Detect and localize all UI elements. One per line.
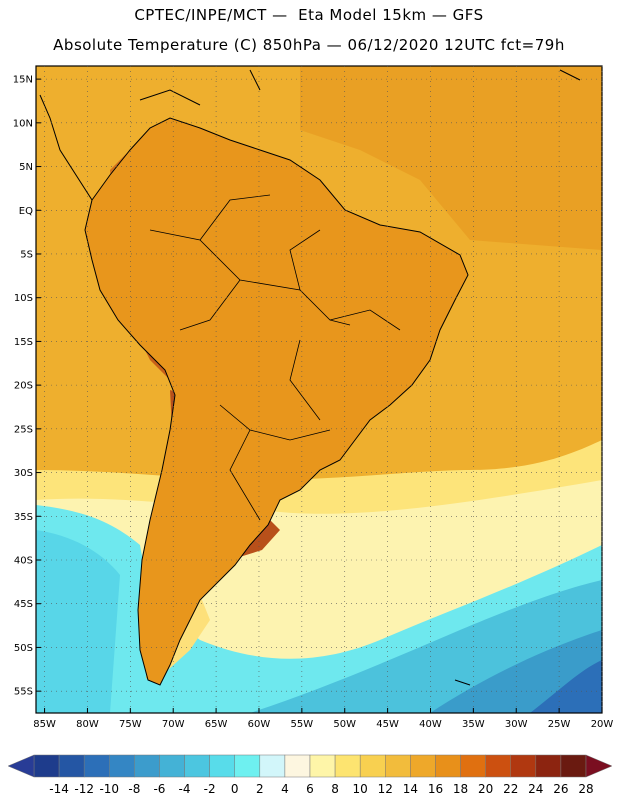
lon-tick-label: 80W bbox=[76, 719, 99, 730]
lon-tick-label: 35W bbox=[462, 719, 485, 730]
colorbar-swatch bbox=[535, 754, 562, 778]
colorbar-swatch bbox=[435, 754, 461, 778]
colorbar-swatch bbox=[83, 754, 110, 778]
axis-ticks: 15N 10N 5N EQ 5S 10S 15S 20S 25S 30S 35S 40S 45S 50S 5… bbox=[13, 75, 614, 730]
lat-tick-label: 40S bbox=[14, 555, 33, 566]
colorbar-swatch bbox=[33, 754, 60, 778]
lon-tick-label: 25W bbox=[548, 719, 571, 730]
lon-tick-label: 65W bbox=[205, 719, 228, 730]
lat-tick-label: 15S bbox=[14, 337, 33, 348]
colorbar-swatch bbox=[334, 754, 361, 778]
lon-tick-label: 75W bbox=[119, 719, 142, 730]
colorbar-swatch bbox=[410, 754, 436, 778]
colorbar-label: 4 bbox=[281, 782, 289, 796]
colorbar-label: -12 bbox=[74, 782, 94, 796]
colorbar-swatch bbox=[209, 754, 235, 778]
lon-tick-label: 60W bbox=[248, 719, 271, 730]
lon-tick-label: 50W bbox=[333, 719, 356, 730]
colorbar-swatch bbox=[460, 754, 486, 778]
colorbar-swatch bbox=[184, 754, 210, 778]
plot-frame bbox=[35, 65, 603, 714]
colorbar-label: 0 bbox=[231, 782, 239, 796]
colorbar-swatch bbox=[259, 754, 286, 778]
colorbar-label: -4 bbox=[179, 782, 191, 796]
lat-tick-label: 25S bbox=[14, 424, 33, 435]
colorbar-swatch bbox=[109, 754, 135, 778]
lat-tick-label: 5N bbox=[19, 162, 33, 173]
colorbar-swatch bbox=[485, 754, 511, 778]
colorbar-label: -14 bbox=[49, 782, 69, 796]
colorbar-label: 20 bbox=[478, 782, 493, 796]
colorbar-label: 10 bbox=[353, 782, 368, 796]
lat-tick-label: 20S bbox=[14, 381, 33, 392]
colorbar-swatch bbox=[359, 754, 386, 778]
colorbar-label: 26 bbox=[553, 782, 568, 796]
colorbar-swatch bbox=[560, 754, 587, 778]
colorbar-under-arrow bbox=[7, 754, 35, 778]
lon-tick-label: 85W bbox=[33, 719, 56, 730]
colorbar-swatch bbox=[159, 754, 185, 778]
lat-tick-label: 55S bbox=[14, 687, 33, 698]
colorbar-swatch bbox=[284, 754, 311, 778]
colorbar-label: 16 bbox=[428, 782, 443, 796]
lat-tick-label: 10S bbox=[14, 293, 33, 304]
colorbar-swatch bbox=[134, 754, 160, 778]
colorbar-swatch bbox=[309, 754, 336, 778]
colorbar-label: 24 bbox=[528, 782, 543, 796]
title-line-1: CPTEC/INPE/MCT — Eta Model 15km — GFS bbox=[134, 6, 484, 24]
colorbar-over-arrow bbox=[585, 754, 613, 778]
coldest-band bbox=[530, 660, 602, 713]
lon-tick-label: 30W bbox=[505, 719, 528, 730]
colorbar-label: 28 bbox=[578, 782, 593, 796]
colorbar-swatch bbox=[510, 754, 537, 778]
colorbar-label: -8 bbox=[128, 782, 140, 796]
lon-tick-label: 70W bbox=[162, 719, 185, 730]
colorbar-label: 2 bbox=[256, 782, 264, 796]
colorbar-label: 22 bbox=[503, 782, 518, 796]
lat-tick-label: 30S bbox=[14, 468, 33, 479]
temperature-field bbox=[36, 66, 602, 713]
tropical-atlantic-band bbox=[300, 66, 602, 250]
colorbar-label: -2 bbox=[204, 782, 216, 796]
colorbar-label: 18 bbox=[453, 782, 468, 796]
colorbar-label: 14 bbox=[403, 782, 418, 796]
title-line-2: Absolute Temperature (C) 850hPa — 06/12/… bbox=[53, 36, 565, 54]
lat-tick-label: 45S bbox=[14, 599, 33, 610]
lat-tick-label: EQ bbox=[19, 206, 33, 217]
lon-tick-label: 40W bbox=[419, 719, 442, 730]
colorbar-label: -10 bbox=[99, 782, 119, 796]
colorbar-swatch bbox=[385, 754, 411, 778]
colorbar-swatch bbox=[234, 754, 261, 778]
lat-tick-label: 15N bbox=[13, 75, 33, 86]
lon-tick-label: 55W bbox=[291, 719, 314, 730]
lat-tick-label: 5S bbox=[20, 249, 33, 260]
lat-tick-label: 10N bbox=[13, 118, 33, 129]
colorbar-label: 8 bbox=[331, 782, 339, 796]
colorbar-label: 6 bbox=[306, 782, 314, 796]
lat-tick-label: 35S bbox=[14, 512, 33, 523]
lon-tick-label: 20W bbox=[591, 719, 614, 730]
colorbar-swatch bbox=[58, 754, 85, 778]
colorbar: -14 -12 -10 -8 -6 -4 -2 0 2 4 6 8 10 12 14 16 18 20 22 24 26… bbox=[7, 754, 613, 796]
colorbar-label: 12 bbox=[378, 782, 393, 796]
lat-tick-label: 50S bbox=[14, 643, 33, 654]
colorbar-label: -6 bbox=[153, 782, 165, 796]
central-america-caribbean-coast bbox=[39, 69, 581, 686]
lon-tick-label: 45W bbox=[376, 719, 399, 730]
cold-west-band bbox=[36, 530, 120, 713]
country-borders bbox=[149, 194, 401, 521]
